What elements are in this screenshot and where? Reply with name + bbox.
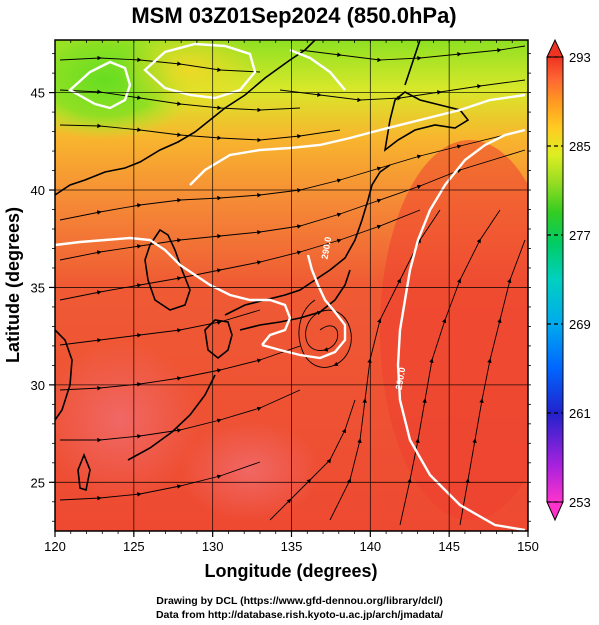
colorbar-tick-label: 261 [569, 406, 591, 421]
warm-airmass-patch [380, 140, 528, 520]
x-tick-label: 145 [438, 539, 460, 554]
x-tick-label: 135 [281, 539, 303, 554]
colorbar-bottom-triangle [546, 501, 564, 522]
coastline-china-east [55, 329, 73, 421]
y-axis-ticks: 25 30 35 40 45 [31, 53, 531, 522]
chart-title: MSM 03Z01Sep2024 (850.0hPa) [131, 3, 456, 28]
contour-label: 290.0 [320, 236, 334, 260]
colorbar-tick-label: 277 [569, 228, 591, 243]
isotherm-290-west [55, 236, 292, 346]
x-axis-label: Longitude (degrees) [204, 561, 377, 581]
isotherm-290-japan [261, 254, 347, 360]
colorbar-tick-label: 293 [569, 50, 591, 65]
colorbar-tick-label: 285 [569, 139, 591, 154]
graticule [55, 40, 528, 531]
isotherm-290-north [189, 93, 526, 186]
y-tick-label: 45 [31, 86, 45, 101]
credit-data: Data from http://database.rish.kyoto-u.a… [155, 609, 444, 621]
streamline [60, 389, 301, 443]
wind-streamlines [59, 45, 526, 526]
streamline [59, 209, 421, 301]
streamline [59, 123, 341, 143]
x-tick-label: 130 [202, 539, 224, 554]
y-tick-label: 25 [31, 475, 45, 490]
streamline [59, 89, 301, 113]
streamline [59, 461, 261, 501]
colorbar-tick-label: 269 [569, 317, 591, 332]
isotherm-290-east [396, 128, 526, 531]
credit-drawing: Drawing by DCL (https://www.gfd-dennou.o… [156, 595, 443, 607]
colorbar-gradient [546, 56, 564, 503]
cool-airmass-patch [120, 40, 260, 115]
x-axis-ticks: 120 125 130 135 140 145 150 [44, 40, 539, 554]
coastline-kyushu [204, 319, 233, 360]
x-tick-label: 120 [44, 539, 66, 554]
coastline-sakhalin [404, 40, 421, 86]
isotherm-290-greenzone [67, 60, 132, 110]
streamline [459, 239, 526, 526]
warm-airmass-patch [180, 420, 320, 520]
streamline [59, 309, 261, 346]
streamline [399, 209, 501, 526]
x-tick-label: 125 [123, 539, 145, 554]
streamline [269, 399, 356, 521]
x-tick-label: 150 [517, 539, 539, 554]
streamline [59, 345, 301, 391]
plot-area: 290.0 290.0 [55, 40, 528, 531]
y-tick-label: 35 [31, 280, 45, 295]
warm-airmass-patch [55, 340, 200, 500]
x-tick-label: 140 [359, 539, 381, 554]
y-axis-label: Latitude (degrees) [3, 207, 23, 363]
y-tick-label: 40 [31, 183, 45, 198]
streamline [299, 45, 526, 63]
streamline [279, 79, 526, 103]
colorbar-tick-label: 253 [569, 495, 591, 510]
colorbar: 293 285 277 269 261 253 [546, 38, 591, 522]
streamline [59, 55, 261, 73]
isotherm-contours [55, 42, 526, 531]
coastline-taiwan [77, 452, 91, 492]
colorbar-top-triangle [546, 38, 564, 58]
y-tick-label: 30 [31, 378, 45, 393]
isotherm-290-ne [289, 48, 346, 91]
colorbar-ticks: 293 285 277 269 261 253 [547, 50, 591, 510]
